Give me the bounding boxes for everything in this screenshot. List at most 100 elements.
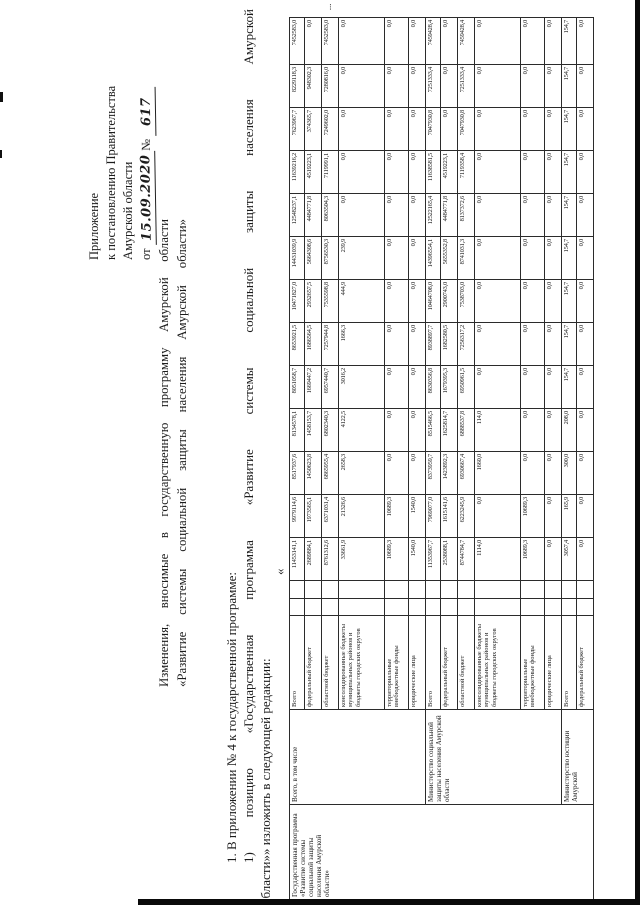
amount-cell: 0,0 xyxy=(544,451,562,495)
amount-cell: 2658,3 xyxy=(338,451,385,495)
amount-cell: 7249602,0 xyxy=(321,107,339,151)
amount-cell: 0,0 xyxy=(576,107,594,151)
amount-cell: 0,0 xyxy=(384,64,409,108)
amount-cell: 0,0 xyxy=(576,193,594,237)
amount-cell: 7119991,1 xyxy=(321,150,339,194)
amount-cell: 0,0 xyxy=(474,150,521,194)
empty-code-cell xyxy=(304,580,322,599)
amount-cell: 0,0 xyxy=(408,236,426,280)
amount-cell: 6371031,4 xyxy=(321,494,339,538)
amount-cell: 11639216,2 xyxy=(289,150,305,194)
owner-cell: Министерство юстиции Амурской xyxy=(561,709,594,805)
amount-cell: 0,0 xyxy=(544,150,562,194)
amount-cell: 8938897,7 xyxy=(425,322,441,366)
scan-dots-mark: ⁝ xyxy=(329,2,332,12)
amount-cell: 0,0 xyxy=(520,408,545,452)
funding-source-cell: областной бюджет xyxy=(457,615,475,710)
stamp-line-2: к постановлению Правительства xyxy=(104,85,118,260)
amount-cell: 0,0 xyxy=(544,64,562,108)
amount-cell: 8134578,1 xyxy=(289,408,305,452)
amount-cell: 9979114,6 xyxy=(289,494,305,538)
funding-source-cell: территориальные внебюджетные фонды xyxy=(520,615,545,710)
empty-code-cell xyxy=(576,580,594,599)
amount-cell: 5664308,6 xyxy=(304,236,322,280)
amount-cell: 154,7 xyxy=(561,279,577,323)
amount-cell: 7452583,0 xyxy=(289,17,305,65)
amount-cell: 0,0 xyxy=(384,365,409,409)
scan-speck-2 xyxy=(0,150,2,158)
amount-cell: 0,0 xyxy=(338,193,385,237)
amount-cell: 4484771,8 xyxy=(440,193,458,237)
amount-cell: 6802340,3 xyxy=(321,408,339,452)
amount-cell: 11638581,5 xyxy=(425,150,441,194)
empty-code-cell xyxy=(384,598,409,616)
amount-cell: 0,0 xyxy=(474,17,521,65)
empty-code-cell xyxy=(425,580,441,599)
empty-code-cell xyxy=(520,580,545,599)
funding-source-cell: Всего xyxy=(561,615,577,710)
stamp-line-3: Амурской области xyxy=(121,161,135,260)
amount-cell: 14396554,1 xyxy=(425,236,441,280)
amount-cell: 0,0 xyxy=(544,537,562,581)
empty-code-cell xyxy=(338,598,385,616)
amount-cell: 0,0 xyxy=(520,150,545,194)
date-prefix: от xyxy=(139,248,153,260)
amount-cell: 8744784,7 xyxy=(457,537,475,581)
empty-code-cell xyxy=(321,580,339,599)
amount-cell: 0,0 xyxy=(520,107,545,151)
amount-cell: 0,0 xyxy=(474,365,521,409)
amount-cell: 0,0 xyxy=(520,193,545,237)
amount-cell: 7280816,0 xyxy=(321,64,339,108)
amount-cell: 0,0 xyxy=(576,537,594,581)
amount-cell: 0,0 xyxy=(576,365,594,409)
paragraph-2: 1) позицию «Государственная программа «Р… xyxy=(241,9,256,863)
amount-cell: 7459428,4 xyxy=(457,17,475,65)
amount-cell: 0,0 xyxy=(474,494,521,538)
amount-cell: 10689,3 xyxy=(520,537,545,581)
amount-cell: 8051058,7 xyxy=(289,365,305,409)
amount-cell: 0,0 xyxy=(544,408,562,452)
funding-source-cell: федеральный бюджет xyxy=(576,615,594,710)
amount-cell: 0,0 xyxy=(304,17,322,65)
amount-cell: 0,0 xyxy=(520,451,545,495)
funding-source-cell: федеральный бюджет xyxy=(440,615,458,710)
funding-source-cell: юридические лица xyxy=(544,615,562,710)
empty-code-cell xyxy=(384,580,409,599)
amount-cell: 0,0 xyxy=(384,451,409,495)
amount-cell: 0,0 xyxy=(544,279,562,323)
amount-cell: 7047930,8 xyxy=(457,107,475,151)
amount-cell: 154,7 xyxy=(561,17,577,65)
amount-cell: 0,0 xyxy=(520,279,545,323)
amount-cell: 1686564,5 xyxy=(304,322,322,366)
amount-cell: 0,0 xyxy=(384,193,409,237)
amount-cell: 8517937,6 xyxy=(289,451,305,495)
amount-cell: 1423892,3 xyxy=(440,451,458,495)
funding-source-cell: юридические лица xyxy=(408,615,426,710)
amount-cell: 7251333,4 xyxy=(457,64,475,108)
amount-cell: 12522165,4 xyxy=(425,193,441,237)
amount-cell: 0,0 xyxy=(440,17,458,65)
amount-cell: 154,7 xyxy=(561,193,577,237)
amount-cell: 8630356,8 xyxy=(425,365,441,409)
amount-cell: 0,0 xyxy=(544,193,562,237)
empty-code-cell xyxy=(321,598,339,616)
amount-cell: 0,0 xyxy=(520,322,545,366)
amount-cell: 0,0 xyxy=(520,365,545,409)
amount-cell: 8229118,3 xyxy=(289,64,305,108)
paragraph-1: 1. В приложении № 4 к государственной пр… xyxy=(224,572,239,863)
amount-cell: 2900743,0 xyxy=(440,279,458,323)
amount-cell: 0,0 xyxy=(408,279,426,323)
amount-cell: 0,0 xyxy=(576,64,594,108)
amount-cell: 0,0 xyxy=(474,279,521,323)
amount-cell: 6957440,7 xyxy=(321,365,339,409)
amount-cell: 3057,4 xyxy=(561,537,577,581)
opening-quote-mark: « xyxy=(272,568,287,576)
amount-cell: 154,7 xyxy=(561,236,577,280)
amount-cell: 8515466,5 xyxy=(425,408,441,452)
amount-cell: 1540,0 xyxy=(408,494,426,538)
amount-cell: 0,0 xyxy=(474,193,521,237)
amount-cell: 0,0 xyxy=(520,64,545,108)
amount-cell: 8756530,3 xyxy=(321,236,339,280)
amount-cell: 7119358,4 xyxy=(457,150,475,194)
